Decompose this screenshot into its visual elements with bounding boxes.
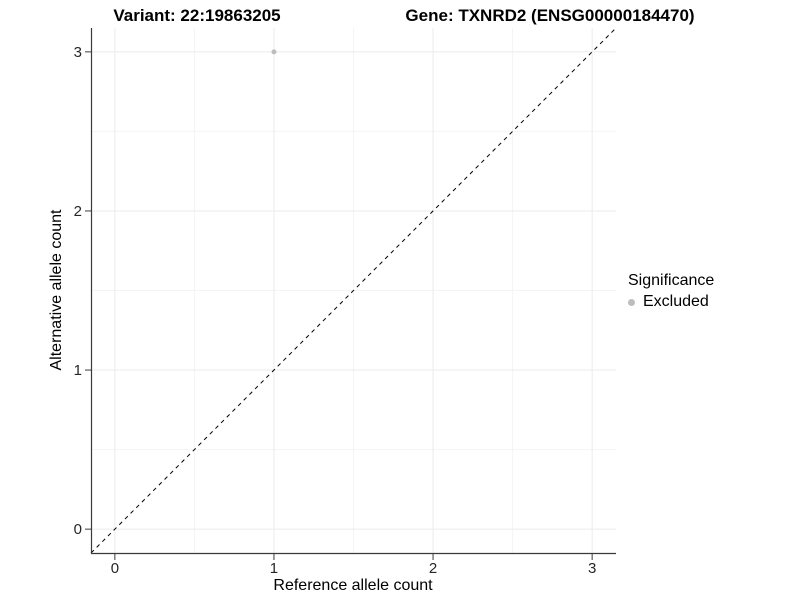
y-tick-label: 0 bbox=[74, 521, 82, 538]
legend-item-excluded: Excluded bbox=[628, 293, 714, 311]
legend-item-label: Excluded bbox=[643, 293, 709, 310]
y-tick-label: 1 bbox=[74, 362, 82, 379]
y-tick-label: 2 bbox=[74, 203, 82, 220]
y-tick-label: 3 bbox=[74, 44, 82, 61]
x-tick-label: 1 bbox=[270, 560, 278, 577]
legend-key-dot-icon bbox=[628, 298, 635, 306]
x-axis-title: Reference allele count bbox=[273, 577, 433, 594]
variant-title: Variant: 22:19863205 bbox=[113, 6, 281, 25]
x-tick-label: 2 bbox=[429, 560, 437, 577]
x-tick-label: 0 bbox=[111, 560, 119, 577]
gene-title: Gene: TXNRD2 (ENSG00000184470) bbox=[405, 6, 695, 25]
legend: Significance Excluded bbox=[628, 272, 714, 311]
x-tick-label: 3 bbox=[588, 560, 596, 577]
data-point bbox=[271, 49, 277, 55]
legend-title: Significance bbox=[628, 272, 715, 289]
y-axis-title: Alternative allele count bbox=[48, 209, 65, 371]
identity-reference-line bbox=[90, 27, 617, 554]
